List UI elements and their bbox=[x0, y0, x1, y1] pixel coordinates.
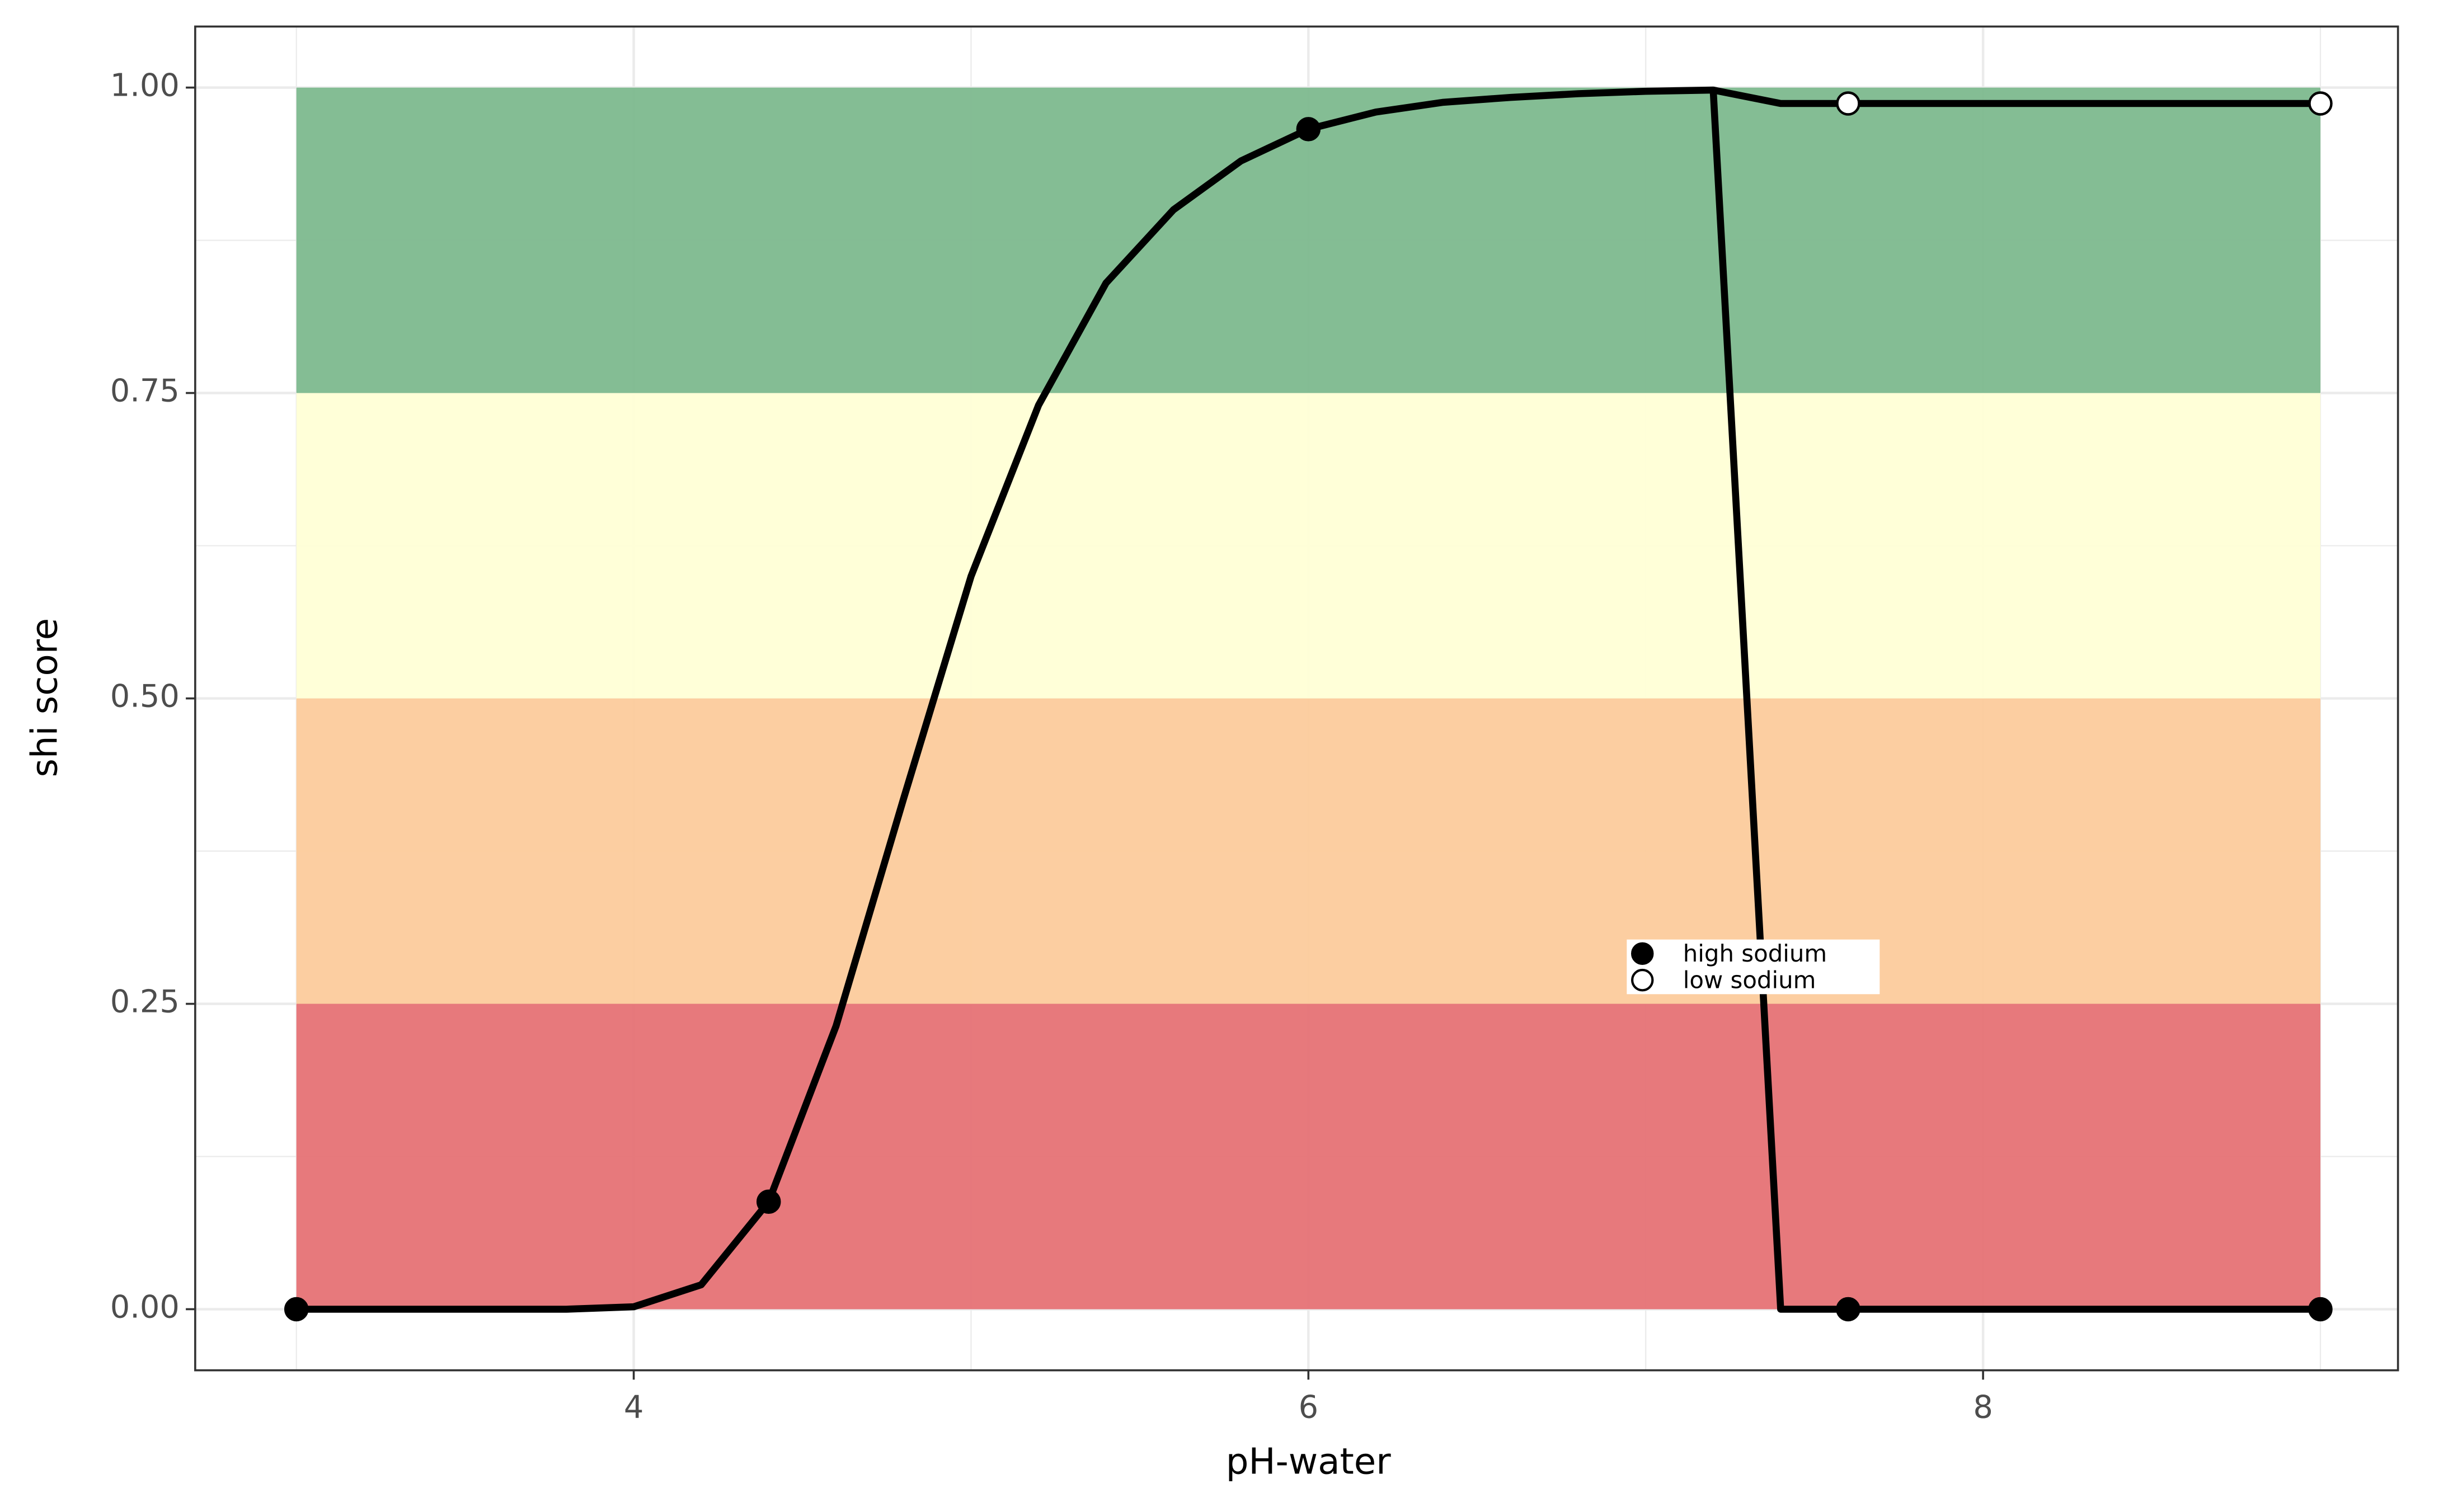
y-axis-label: shi score bbox=[24, 618, 65, 778]
series-point bbox=[756, 1189, 781, 1214]
y-tick-label: 0.25 bbox=[110, 984, 180, 1020]
series-point bbox=[284, 1297, 309, 1322]
series-point bbox=[2308, 1297, 2333, 1322]
legend-marker bbox=[1631, 942, 1654, 965]
score-band bbox=[296, 393, 2320, 699]
legend-label: high sodium bbox=[1683, 940, 1827, 967]
y-tick-label: 0.50 bbox=[110, 679, 180, 715]
x-axis-label: pH-water bbox=[1226, 1441, 1392, 1483]
legend-label: low sodium bbox=[1683, 966, 1816, 993]
score-band bbox=[296, 698, 2320, 1004]
y-tick-label: 1.00 bbox=[110, 68, 180, 104]
x-tick-label: 6 bbox=[1299, 1389, 1319, 1426]
series-line bbox=[296, 86, 2320, 1313]
series-line bbox=[1712, 86, 2320, 107]
x-tick-label: 8 bbox=[1973, 1389, 1993, 1426]
legend-box bbox=[1627, 939, 1880, 995]
series-point bbox=[1296, 117, 1321, 142]
y-tick-label: 0.75 bbox=[110, 373, 180, 409]
y-tick-label: 0.00 bbox=[110, 1289, 180, 1326]
score-band bbox=[296, 1004, 2320, 1310]
series-point bbox=[1836, 1297, 1860, 1322]
series-point bbox=[1836, 91, 1860, 116]
legend-marker bbox=[1631, 968, 1654, 992]
x-tick-label: 4 bbox=[624, 1389, 644, 1426]
series-point bbox=[2308, 91, 2333, 116]
